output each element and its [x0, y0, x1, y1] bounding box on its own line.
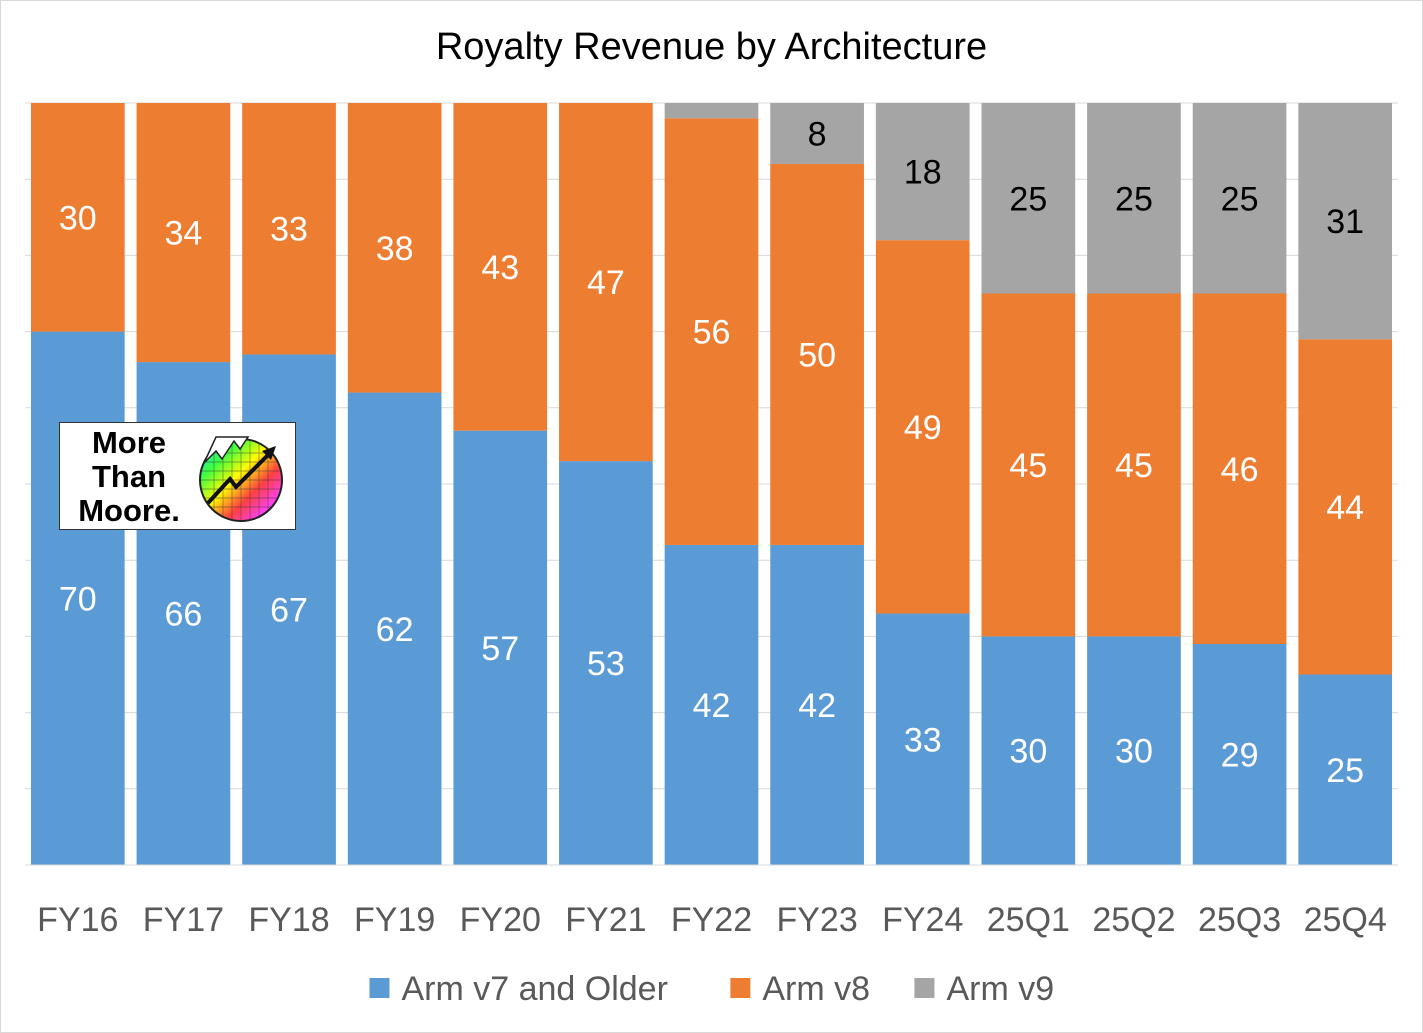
bar-segment: [30, 331, 125, 866]
data-label: 33: [904, 721, 942, 759]
bar-segment: [1192, 103, 1287, 294]
data-label: 46: [1221, 451, 1259, 489]
data-label: 42: [693, 687, 731, 725]
bar-segment: [559, 103, 653, 462]
bar-segment: [453, 103, 548, 431]
bar-segment: [1192, 293, 1287, 645]
data-label: 62: [376, 611, 414, 649]
bar-segment: [136, 103, 231, 363]
bar-segment: [664, 103, 759, 119]
bar-segment: [453, 430, 548, 865]
data-label: 66: [165, 596, 203, 634]
more-than-moore-logo: More Than Moore.: [59, 422, 296, 530]
data-label: 42: [798, 687, 836, 725]
x-tick-label: FY19: [354, 901, 435, 939]
logo-line-3: Moore.: [78, 493, 180, 528]
x-tick-label: FY17: [143, 901, 224, 939]
bar-segment: [1087, 636, 1181, 865]
bar-segment: [770, 163, 864, 545]
bar-segment: [1087, 103, 1181, 294]
bar-segment: [1298, 339, 1393, 675]
data-label: 38: [376, 230, 414, 268]
legend-label: Arm v9: [946, 970, 1054, 1008]
x-tick-label: 25Q3: [1198, 901, 1281, 939]
data-label: 50: [798, 336, 836, 374]
data-label: 34: [165, 215, 203, 253]
bar-segment: [981, 103, 1076, 294]
data-label: 43: [481, 249, 519, 287]
chip-graph-icon: [199, 436, 283, 522]
bar-segment: [559, 461, 653, 865]
data-label: 18: [904, 154, 942, 192]
data-label: 30: [59, 199, 97, 237]
data-label: 25: [1326, 752, 1364, 790]
bar-segment: [664, 544, 759, 865]
bar-segment: [981, 636, 1076, 865]
bar-segment: [875, 103, 970, 241]
bar-segment: [1298, 103, 1393, 340]
x-tick-label: FY18: [248, 901, 329, 939]
legend-label: Arm v8: [762, 970, 870, 1008]
bar-segment: [30, 103, 125, 332]
bar-segment: [664, 118, 759, 545]
bar-segment: [1192, 644, 1287, 865]
bar-segment: [242, 103, 336, 355]
data-label: 70: [59, 580, 97, 618]
bar-segment: [875, 240, 970, 614]
bar-segment: [347, 103, 442, 393]
bar-segment: [1298, 674, 1393, 865]
logo-line-2: Than: [91, 459, 167, 494]
bar-segment: [770, 544, 864, 865]
legend-swatch: [369, 978, 390, 998]
chart-title: Royalty Revenue by Architecture: [435, 26, 988, 68]
bar-segment: [770, 103, 864, 164]
data-label: 44: [1326, 489, 1364, 527]
logo-text: More Than Moore.: [64, 426, 194, 528]
x-tick-label: FY23: [776, 901, 857, 939]
x-tick-label: FY24: [882, 901, 963, 939]
data-label: 56: [693, 314, 731, 352]
data-label: 30: [1115, 733, 1153, 771]
data-label: 25: [1221, 180, 1259, 218]
data-label: 57: [481, 630, 519, 668]
data-label: 30: [1009, 733, 1047, 771]
bar-segment: [347, 392, 442, 865]
x-tick-label: FY22: [671, 901, 752, 939]
data-label: 29: [1221, 737, 1259, 775]
x-tick-label: FY20: [460, 901, 541, 939]
data-label: 31: [1326, 203, 1364, 241]
legend-label: Arm v7 and Older: [401, 970, 667, 1008]
data-label: 49: [904, 409, 942, 447]
x-tick-label: 25Q1: [987, 901, 1070, 939]
data-label: 25: [1115, 180, 1153, 218]
x-tick-label: 25Q4: [1304, 901, 1387, 939]
data-label: 67: [270, 592, 308, 630]
data-label: 25: [1009, 180, 1047, 218]
data-label: 45: [1009, 447, 1047, 485]
bar-segment: [1087, 293, 1181, 637]
data-label: 53: [587, 645, 625, 683]
data-label: 47: [587, 264, 625, 302]
x-tick-label: 25Q2: [1092, 901, 1175, 939]
data-label: 8: [808, 115, 827, 153]
legend-swatch: [730, 978, 751, 998]
bar-segment: [981, 293, 1076, 637]
x-tick-label: FY16: [37, 901, 118, 939]
data-label: 33: [270, 211, 308, 249]
legend-swatch: [914, 978, 935, 998]
x-tick-label: FY21: [565, 901, 646, 939]
logo-line-1: More: [91, 425, 167, 460]
data-label: 45: [1115, 447, 1153, 485]
bar-segment: [875, 613, 970, 865]
